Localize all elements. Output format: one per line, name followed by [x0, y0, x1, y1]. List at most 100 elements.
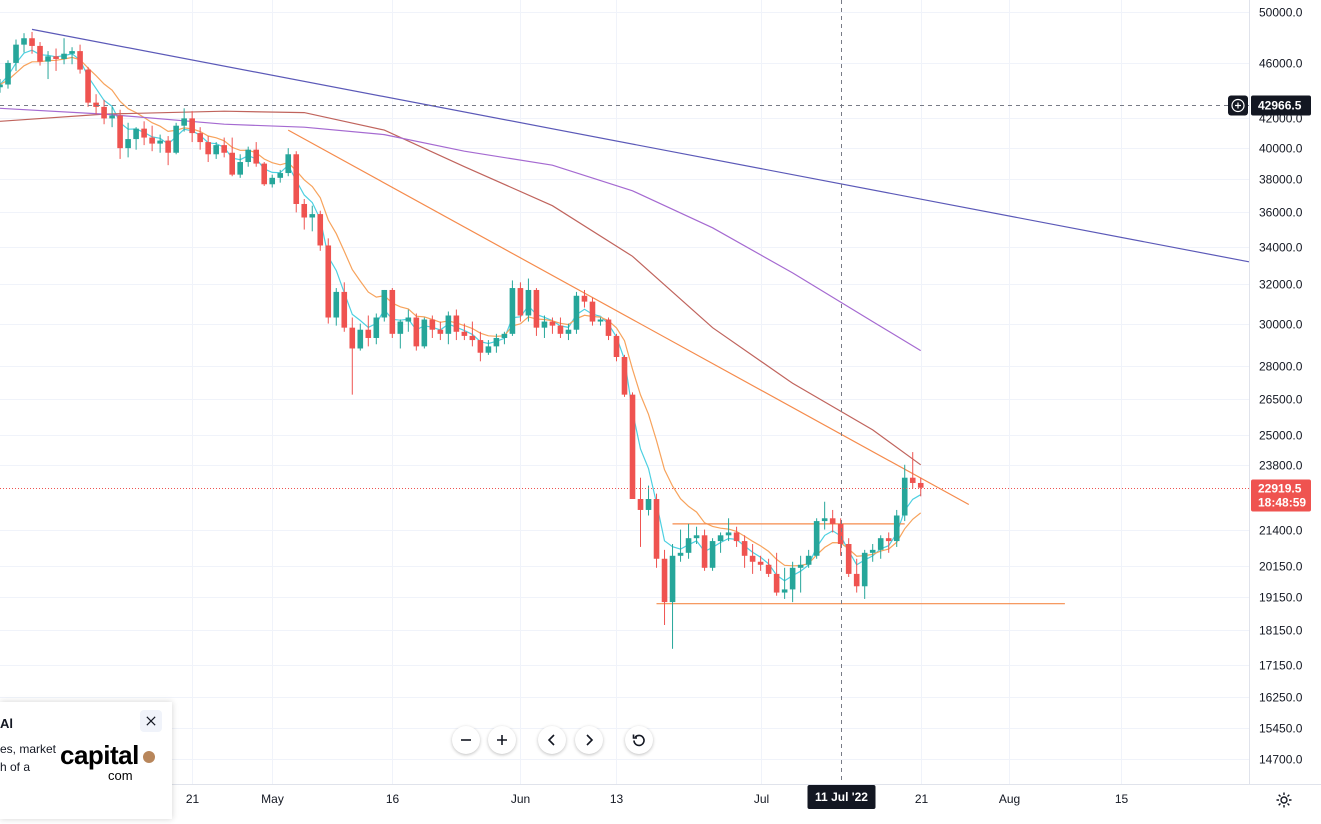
candle — [501, 331, 508, 345]
crosshair-price-tag[interactable]: 42966.5 — [1228, 95, 1311, 116]
candle — [109, 106, 115, 128]
candle-body — [413, 317, 420, 347]
candle-body — [237, 162, 243, 175]
candle-body — [69, 51, 75, 54]
candles — [0, 31, 924, 649]
candle — [149, 125, 155, 152]
candle-body — [117, 115, 123, 149]
candle — [781, 567, 788, 599]
candle — [821, 501, 828, 530]
candle-body — [405, 317, 412, 322]
candle-body — [741, 541, 748, 556]
candle — [885, 532, 892, 553]
y-tick-label: 15450.0 — [1259, 722, 1303, 736]
y-tick-label: 50000.0 — [1259, 6, 1303, 20]
ad-close-button[interactable] — [140, 710, 162, 732]
candle — [645, 485, 652, 516]
zoom-in-button[interactable] — [488, 726, 516, 754]
candle-body — [709, 541, 716, 568]
last-price-bg — [1251, 479, 1311, 512]
y-tick-label: 36000.0 — [1259, 206, 1303, 220]
candle — [493, 333, 500, 353]
candle — [797, 555, 804, 593]
candle-body — [85, 69, 91, 103]
candle — [77, 44, 83, 74]
candle — [661, 549, 668, 626]
scroll-left-button[interactable] — [538, 726, 566, 754]
candle-body — [357, 329, 364, 349]
candle — [301, 198, 308, 230]
crosshair-date-label: 11 Jul '22 — [815, 790, 868, 804]
candle — [445, 311, 452, 345]
candle — [741, 535, 748, 568]
candle — [309, 205, 316, 232]
candle-body — [101, 106, 107, 119]
x-tick-label: 13 — [610, 792, 624, 806]
candle — [101, 99, 107, 125]
candle-body — [277, 173, 284, 178]
candle — [389, 288, 396, 338]
x-tick-label: Jun — [511, 792, 530, 806]
y-tick-label: 23800.0 — [1259, 459, 1303, 473]
candle-body — [797, 564, 804, 568]
candle — [237, 154, 243, 178]
candle — [205, 136, 211, 163]
y-tick-label: 28000.0 — [1259, 360, 1303, 374]
x-tick-label: 21 — [915, 792, 929, 806]
crosshair-price-label: 42966.5 — [1258, 99, 1302, 113]
scroll-right-button[interactable] — [575, 726, 603, 754]
candle — [829, 509, 836, 533]
candle-body — [493, 337, 500, 347]
candle — [861, 549, 868, 599]
gear-icon — [1276, 792, 1292, 808]
candle — [245, 146, 252, 167]
ad-logo-dot — [142, 751, 155, 764]
plus-icon — [1235, 102, 1241, 109]
y-tick-label: 19150.0 — [1259, 591, 1303, 605]
candle-body — [909, 477, 916, 483]
candle — [285, 148, 292, 177]
candle-body — [893, 515, 900, 542]
candle-body — [269, 177, 276, 185]
candle-body — [349, 327, 356, 349]
candle-body — [565, 329, 572, 334]
last-price-label: 22919.5 — [1258, 482, 1302, 496]
candle-body — [461, 331, 468, 336]
candle-body — [133, 128, 139, 140]
candle — [853, 558, 860, 593]
candle-body — [685, 538, 692, 553]
candle — [157, 134, 163, 153]
reset-chart-button[interactable] — [625, 726, 653, 754]
candle-body — [661, 558, 668, 603]
price-axis[interactable]: 50000.046000.042000.040000.038000.036000… — [1228, 0, 1321, 784]
time-axis-background — [0, 784, 1321, 819]
candle-body — [261, 163, 268, 185]
candle-body — [629, 394, 636, 500]
candle — [869, 543, 876, 562]
candle-body — [29, 38, 35, 46]
candle — [5, 60, 11, 89]
zoom-out-button[interactable] — [452, 726, 480, 754]
candle-body — [525, 289, 532, 316]
candle-body — [845, 543, 852, 574]
candle — [901, 464, 908, 522]
candle-body — [149, 137, 155, 144]
candle — [117, 109, 123, 159]
candle-body — [509, 288, 516, 334]
time-axis[interactable]: 21 May 16 Jun 13 Jul 21 Aug 15 11 Jul '22 — [0, 784, 1321, 819]
candle-body — [717, 535, 724, 542]
candle-body — [901, 477, 908, 516]
candle — [365, 315, 372, 347]
candle-body — [869, 549, 876, 553]
candle — [677, 529, 684, 562]
candle — [469, 321, 476, 347]
candle — [397, 319, 404, 349]
ad-logo-text: capital — [60, 740, 139, 770]
ad-logo[interactable]: capital — [60, 740, 155, 771]
candle-body — [293, 154, 300, 204]
chart-settings-button[interactable] — [1274, 790, 1294, 810]
candle — [357, 323, 364, 351]
candle — [45, 51, 51, 80]
